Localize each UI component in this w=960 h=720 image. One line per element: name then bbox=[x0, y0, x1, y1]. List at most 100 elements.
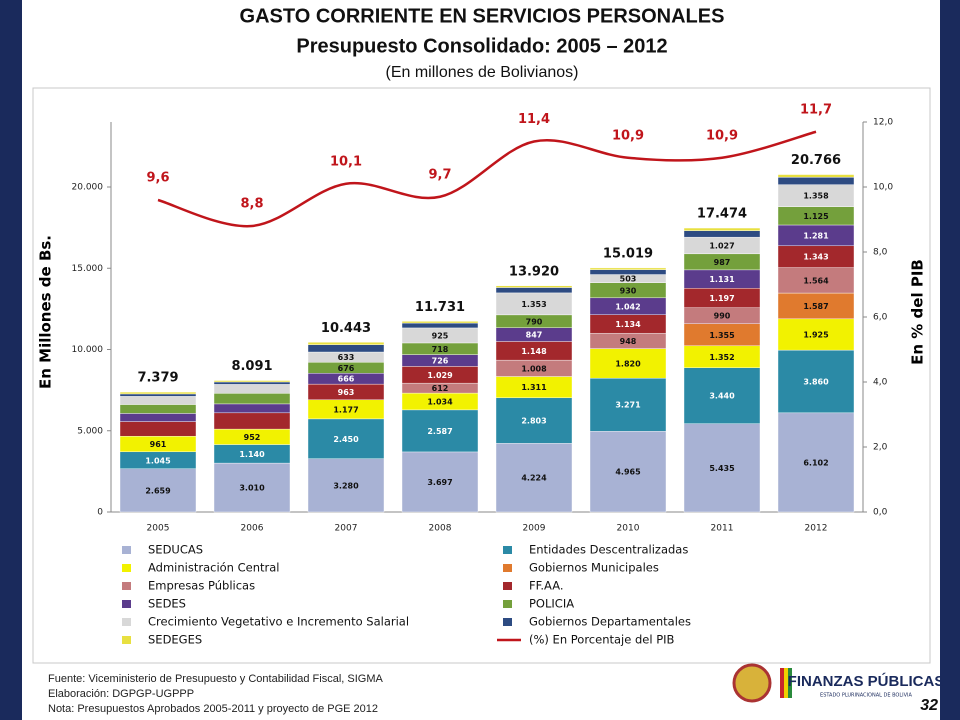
segment-label: 1.355 bbox=[709, 331, 735, 340]
legend-label: (%) En Porcentaje del PIB bbox=[529, 633, 675, 647]
segment-label: 676 bbox=[338, 364, 355, 373]
footer-line: Nota: Presupuestos Aprobados 2005-2011 y… bbox=[48, 703, 378, 715]
segment-label: 790 bbox=[526, 317, 543, 326]
legend-label: SEDES bbox=[148, 597, 186, 611]
segment-label: 1.131 bbox=[709, 275, 735, 284]
legend-label: FF.AA. bbox=[529, 579, 564, 593]
legend-swatch bbox=[122, 636, 131, 644]
segment-label: 1.042 bbox=[615, 302, 640, 311]
logo-bar bbox=[784, 668, 788, 698]
logo-title: FINANZAS PÚBLICAS bbox=[788, 672, 945, 690]
segment-label: 4.224 bbox=[521, 474, 547, 483]
bar-segment bbox=[213, 393, 291, 405]
bar-segment bbox=[777, 292, 855, 320]
x-tick-label: 2005 bbox=[147, 524, 170, 534]
legend-label: POLICIA bbox=[529, 597, 574, 611]
bar-segment bbox=[589, 269, 667, 275]
y-tick-label: 20.000 bbox=[72, 183, 104, 193]
y2-tick-label: 8,0 bbox=[873, 248, 888, 258]
total-label: 20.766 bbox=[791, 153, 841, 168]
bar-segment bbox=[589, 348, 667, 379]
bar-segment bbox=[777, 174, 855, 178]
title: GASTO CORRIENTE EN SERVICIOS PERSONALES bbox=[240, 5, 725, 27]
segment-label: 1.034 bbox=[427, 397, 453, 406]
bar-segment bbox=[495, 397, 573, 444]
y2-tick-label: 10,0 bbox=[873, 183, 893, 193]
line-label: 8,8 bbox=[240, 197, 263, 212]
legend-swatch bbox=[503, 546, 512, 554]
x-tick-label: 2011 bbox=[711, 524, 734, 534]
segment-label: 612 bbox=[432, 384, 449, 393]
line-label: 10,1 bbox=[330, 154, 362, 169]
total-label: 10.443 bbox=[321, 321, 371, 336]
bar-segment bbox=[495, 287, 573, 294]
legend-label: Crecimiento Vegetativo e Incremento Sala… bbox=[148, 615, 409, 629]
bar-segment bbox=[307, 344, 385, 353]
segment-label: 1.125 bbox=[803, 212, 829, 221]
y-tick-label: 0 bbox=[97, 508, 103, 518]
y-tick-label: 5.000 bbox=[77, 426, 103, 436]
bar-segment bbox=[119, 421, 197, 437]
x-tick-label: 2010 bbox=[617, 524, 640, 534]
line-label: 10,9 bbox=[706, 128, 738, 143]
pib-line bbox=[157, 130, 817, 228]
bar-segment bbox=[119, 393, 197, 397]
segment-label: 6.102 bbox=[803, 458, 828, 467]
segment-label: 2.659 bbox=[145, 486, 171, 495]
bar-segment bbox=[119, 413, 197, 422]
segment-label: 1.134 bbox=[615, 320, 641, 329]
segment-label: 1.148 bbox=[521, 347, 547, 356]
legend-swatch bbox=[122, 618, 131, 626]
logo-emblem bbox=[732, 663, 772, 703]
segment-label: 3.440 bbox=[709, 392, 735, 401]
segment-label: 1.353 bbox=[521, 300, 546, 309]
bar-segment bbox=[213, 380, 291, 383]
segment-label: 952 bbox=[244, 433, 261, 442]
bar-segment bbox=[119, 391, 197, 395]
page-number: 32 bbox=[920, 697, 938, 714]
segment-label: 3.010 bbox=[239, 484, 265, 493]
bar-segment bbox=[307, 342, 385, 345]
bar-segment bbox=[119, 468, 197, 513]
total-label: 15.019 bbox=[603, 246, 653, 261]
legend-swatch bbox=[122, 546, 131, 554]
segment-label: 1.311 bbox=[521, 383, 547, 392]
total-label: 13.920 bbox=[509, 264, 559, 279]
line-label: 11,7 bbox=[800, 102, 832, 117]
y2-tick-label: 12,0 bbox=[873, 118, 893, 128]
segment-label: 1.140 bbox=[239, 450, 265, 459]
bar-segment bbox=[119, 396, 197, 405]
bar-segment bbox=[401, 321, 479, 324]
legend-swatch bbox=[122, 600, 131, 608]
x-tick-label: 2009 bbox=[523, 524, 546, 534]
y-tick-label: 15.000 bbox=[72, 264, 104, 274]
bar-segment bbox=[401, 451, 479, 513]
segment-label: 1.281 bbox=[803, 231, 829, 240]
bar-segment bbox=[683, 367, 761, 424]
segment-label: 961 bbox=[150, 440, 167, 449]
logo-bar bbox=[788, 668, 792, 698]
segment-label: 5.435 bbox=[709, 464, 735, 473]
left-strip bbox=[0, 0, 22, 720]
bar-segment bbox=[213, 462, 291, 513]
y2-axis-title: En % del PIB bbox=[909, 259, 927, 365]
line-label: 9,6 bbox=[146, 171, 169, 186]
segment-label: 718 bbox=[432, 345, 449, 354]
x-tick-label: 2012 bbox=[805, 524, 828, 534]
bar-segment bbox=[683, 230, 761, 238]
legend-swatch bbox=[503, 618, 512, 626]
segment-label: 1.820 bbox=[615, 359, 641, 368]
right-strip bbox=[940, 0, 960, 720]
segment-label: 1.564 bbox=[803, 276, 829, 285]
segment-label: 726 bbox=[432, 357, 449, 366]
bar-segment bbox=[683, 227, 761, 231]
segment-label: 1.027 bbox=[709, 241, 734, 250]
legend-swatch bbox=[503, 564, 512, 572]
bar-segment bbox=[401, 409, 479, 453]
bar-segment bbox=[589, 377, 667, 432]
legend-label: SEDEGES bbox=[148, 633, 202, 647]
segment-label: 987 bbox=[714, 258, 731, 267]
segment-label: 3.860 bbox=[803, 377, 829, 386]
segment-label: 963 bbox=[338, 388, 355, 397]
bar-segment bbox=[589, 267, 667, 270]
